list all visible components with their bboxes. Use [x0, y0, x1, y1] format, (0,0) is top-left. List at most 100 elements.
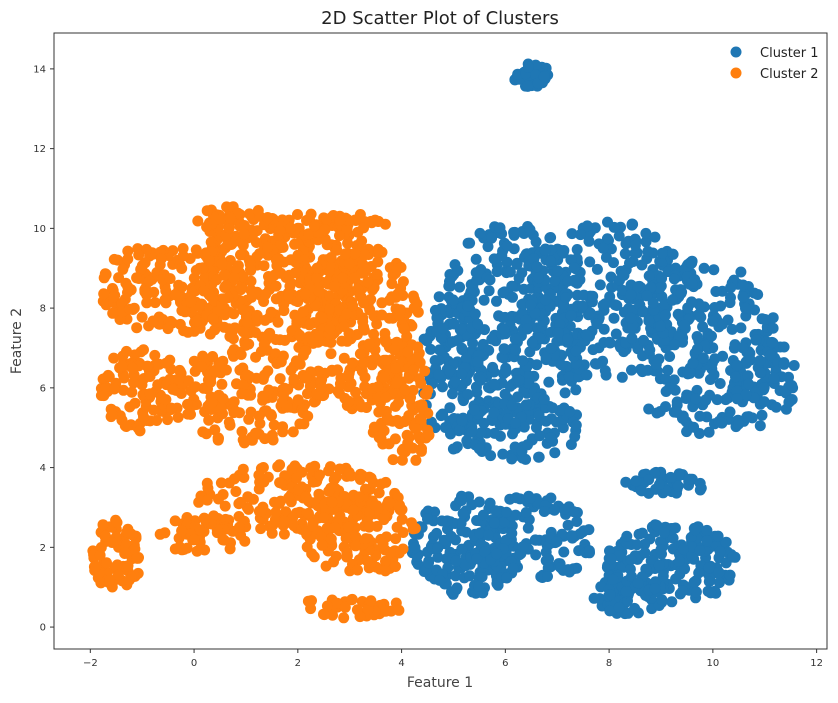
- data-point-cluster-2: [175, 388, 187, 399]
- data-point-cluster-2: [410, 423, 422, 435]
- data-point-cluster-1: [472, 356, 484, 368]
- data-point-cluster-1: [698, 262, 710, 274]
- data-point-cluster-1: [522, 369, 534, 381]
- data-point-cluster-1: [437, 323, 449, 334]
- legend-marker-cluster-1: [730, 46, 742, 58]
- data-point-cluster-2: [349, 214, 361, 226]
- data-point-cluster-2: [133, 249, 145, 261]
- data-point-cluster-1: [672, 480, 684, 492]
- data-point-cluster-2: [390, 362, 401, 374]
- data-point-cluster-1: [571, 244, 583, 255]
- data-point-cluster-1: [512, 391, 524, 403]
- data-point-cluster-1: [672, 308, 684, 320]
- data-point-cluster-2: [169, 289, 181, 301]
- data-point-cluster-1: [530, 549, 542, 561]
- data-point-cluster-2: [347, 504, 359, 516]
- data-point-cluster-2: [181, 542, 193, 554]
- data-point-cluster-1: [731, 385, 743, 397]
- data-point-cluster-2: [380, 337, 392, 348]
- data-point-cluster-2: [236, 388, 248, 400]
- data-point-cluster-1: [641, 290, 653, 302]
- data-point-cluster-2: [215, 402, 227, 414]
- data-point-cluster-2: [318, 512, 330, 524]
- data-point-cluster-2: [394, 305, 406, 316]
- data-point-cluster-1: [687, 357, 699, 369]
- data-point-cluster-2: [194, 524, 206, 536]
- data-point-cluster-2: [283, 492, 295, 504]
- data-point-cluster-2: [235, 496, 246, 508]
- data-point-cluster-1: [496, 351, 508, 363]
- data-point-cluster-2: [408, 364, 419, 376]
- data-point-cluster-2: [289, 267, 301, 279]
- data-point-cluster-1: [534, 430, 546, 442]
- data-point-cluster-1: [538, 393, 550, 405]
- data-point-cluster-1: [588, 592, 600, 604]
- data-point-cluster-1: [467, 337, 479, 349]
- data-point-cluster-2: [305, 208, 317, 220]
- data-point-cluster-2: [213, 493, 224, 505]
- data-point-cluster-2: [166, 402, 178, 414]
- data-point-cluster-1: [556, 359, 568, 371]
- data-point-cluster-2: [235, 349, 247, 361]
- data-point-cluster-2: [198, 285, 210, 297]
- data-point-cluster-1: [695, 311, 707, 323]
- data-point-cluster-1: [549, 447, 561, 459]
- data-point-cluster-2: [182, 398, 193, 410]
- data-point-cluster-2: [382, 414, 394, 426]
- data-point-cluster-1: [654, 282, 666, 294]
- data-point-cluster-2: [152, 379, 164, 391]
- data-point-cluster-2: [321, 522, 333, 534]
- data-point-cluster-1: [630, 475, 642, 487]
- data-point-cluster-1: [499, 388, 511, 400]
- data-point-cluster-1: [581, 369, 593, 381]
- data-point-cluster-2: [106, 537, 118, 548]
- y-tick-label: 8: [40, 304, 46, 315]
- data-point-cluster-2: [255, 523, 267, 535]
- data-point-cluster-2: [238, 437, 250, 449]
- data-point-cluster-1: [604, 337, 616, 349]
- data-point-cluster-1: [688, 421, 700, 433]
- data-point-cluster-1: [472, 318, 484, 330]
- data-point-cluster-2: [121, 345, 132, 357]
- data-point-cluster-1: [509, 333, 521, 345]
- data-point-cluster-1: [487, 361, 499, 373]
- y-tick-label: 14: [33, 64, 46, 75]
- data-point-cluster-1: [645, 555, 657, 567]
- data-point-cluster-1: [673, 330, 685, 342]
- data-point-cluster-1: [686, 297, 698, 309]
- data-point-cluster-1: [717, 318, 728, 330]
- data-point-cluster-1: [694, 484, 706, 496]
- data-point-cluster-1: [445, 428, 456, 440]
- data-point-cluster-2: [324, 303, 336, 315]
- data-point-cluster-2: [215, 477, 227, 489]
- data-point-cluster-1: [660, 373, 672, 385]
- data-point-cluster-1: [566, 228, 578, 240]
- data-point-cluster-2: [393, 397, 404, 409]
- data-point-cluster-1: [642, 245, 654, 257]
- data-point-cluster-1: [710, 286, 722, 297]
- data-point-cluster-1: [673, 555, 685, 567]
- data-point-cluster-1: [557, 422, 569, 434]
- data-point-cluster-1: [709, 302, 721, 313]
- data-point-cluster-2: [240, 339, 252, 351]
- data-point-cluster-1: [629, 602, 641, 614]
- data-point-cluster-2: [321, 600, 333, 612]
- data-point-cluster-2: [220, 280, 232, 292]
- data-point-cluster-2: [250, 351, 262, 363]
- data-point-cluster-1: [599, 298, 611, 310]
- data-point-cluster-1: [562, 333, 574, 345]
- data-point-cluster-2: [403, 410, 415, 422]
- data-point-cluster-2: [365, 595, 377, 607]
- data-point-cluster-1: [548, 504, 560, 516]
- data-point-cluster-1: [724, 406, 736, 418]
- data-point-cluster-1: [620, 476, 632, 488]
- data-point-cluster-2: [121, 526, 133, 538]
- data-point-cluster-2: [129, 397, 141, 409]
- data-point-cluster-1: [694, 545, 706, 556]
- data-point-cluster-2: [358, 297, 369, 309]
- data-point-cluster-2: [388, 344, 400, 356]
- data-point-cluster-2: [206, 397, 218, 408]
- data-point-cluster-1: [545, 342, 557, 354]
